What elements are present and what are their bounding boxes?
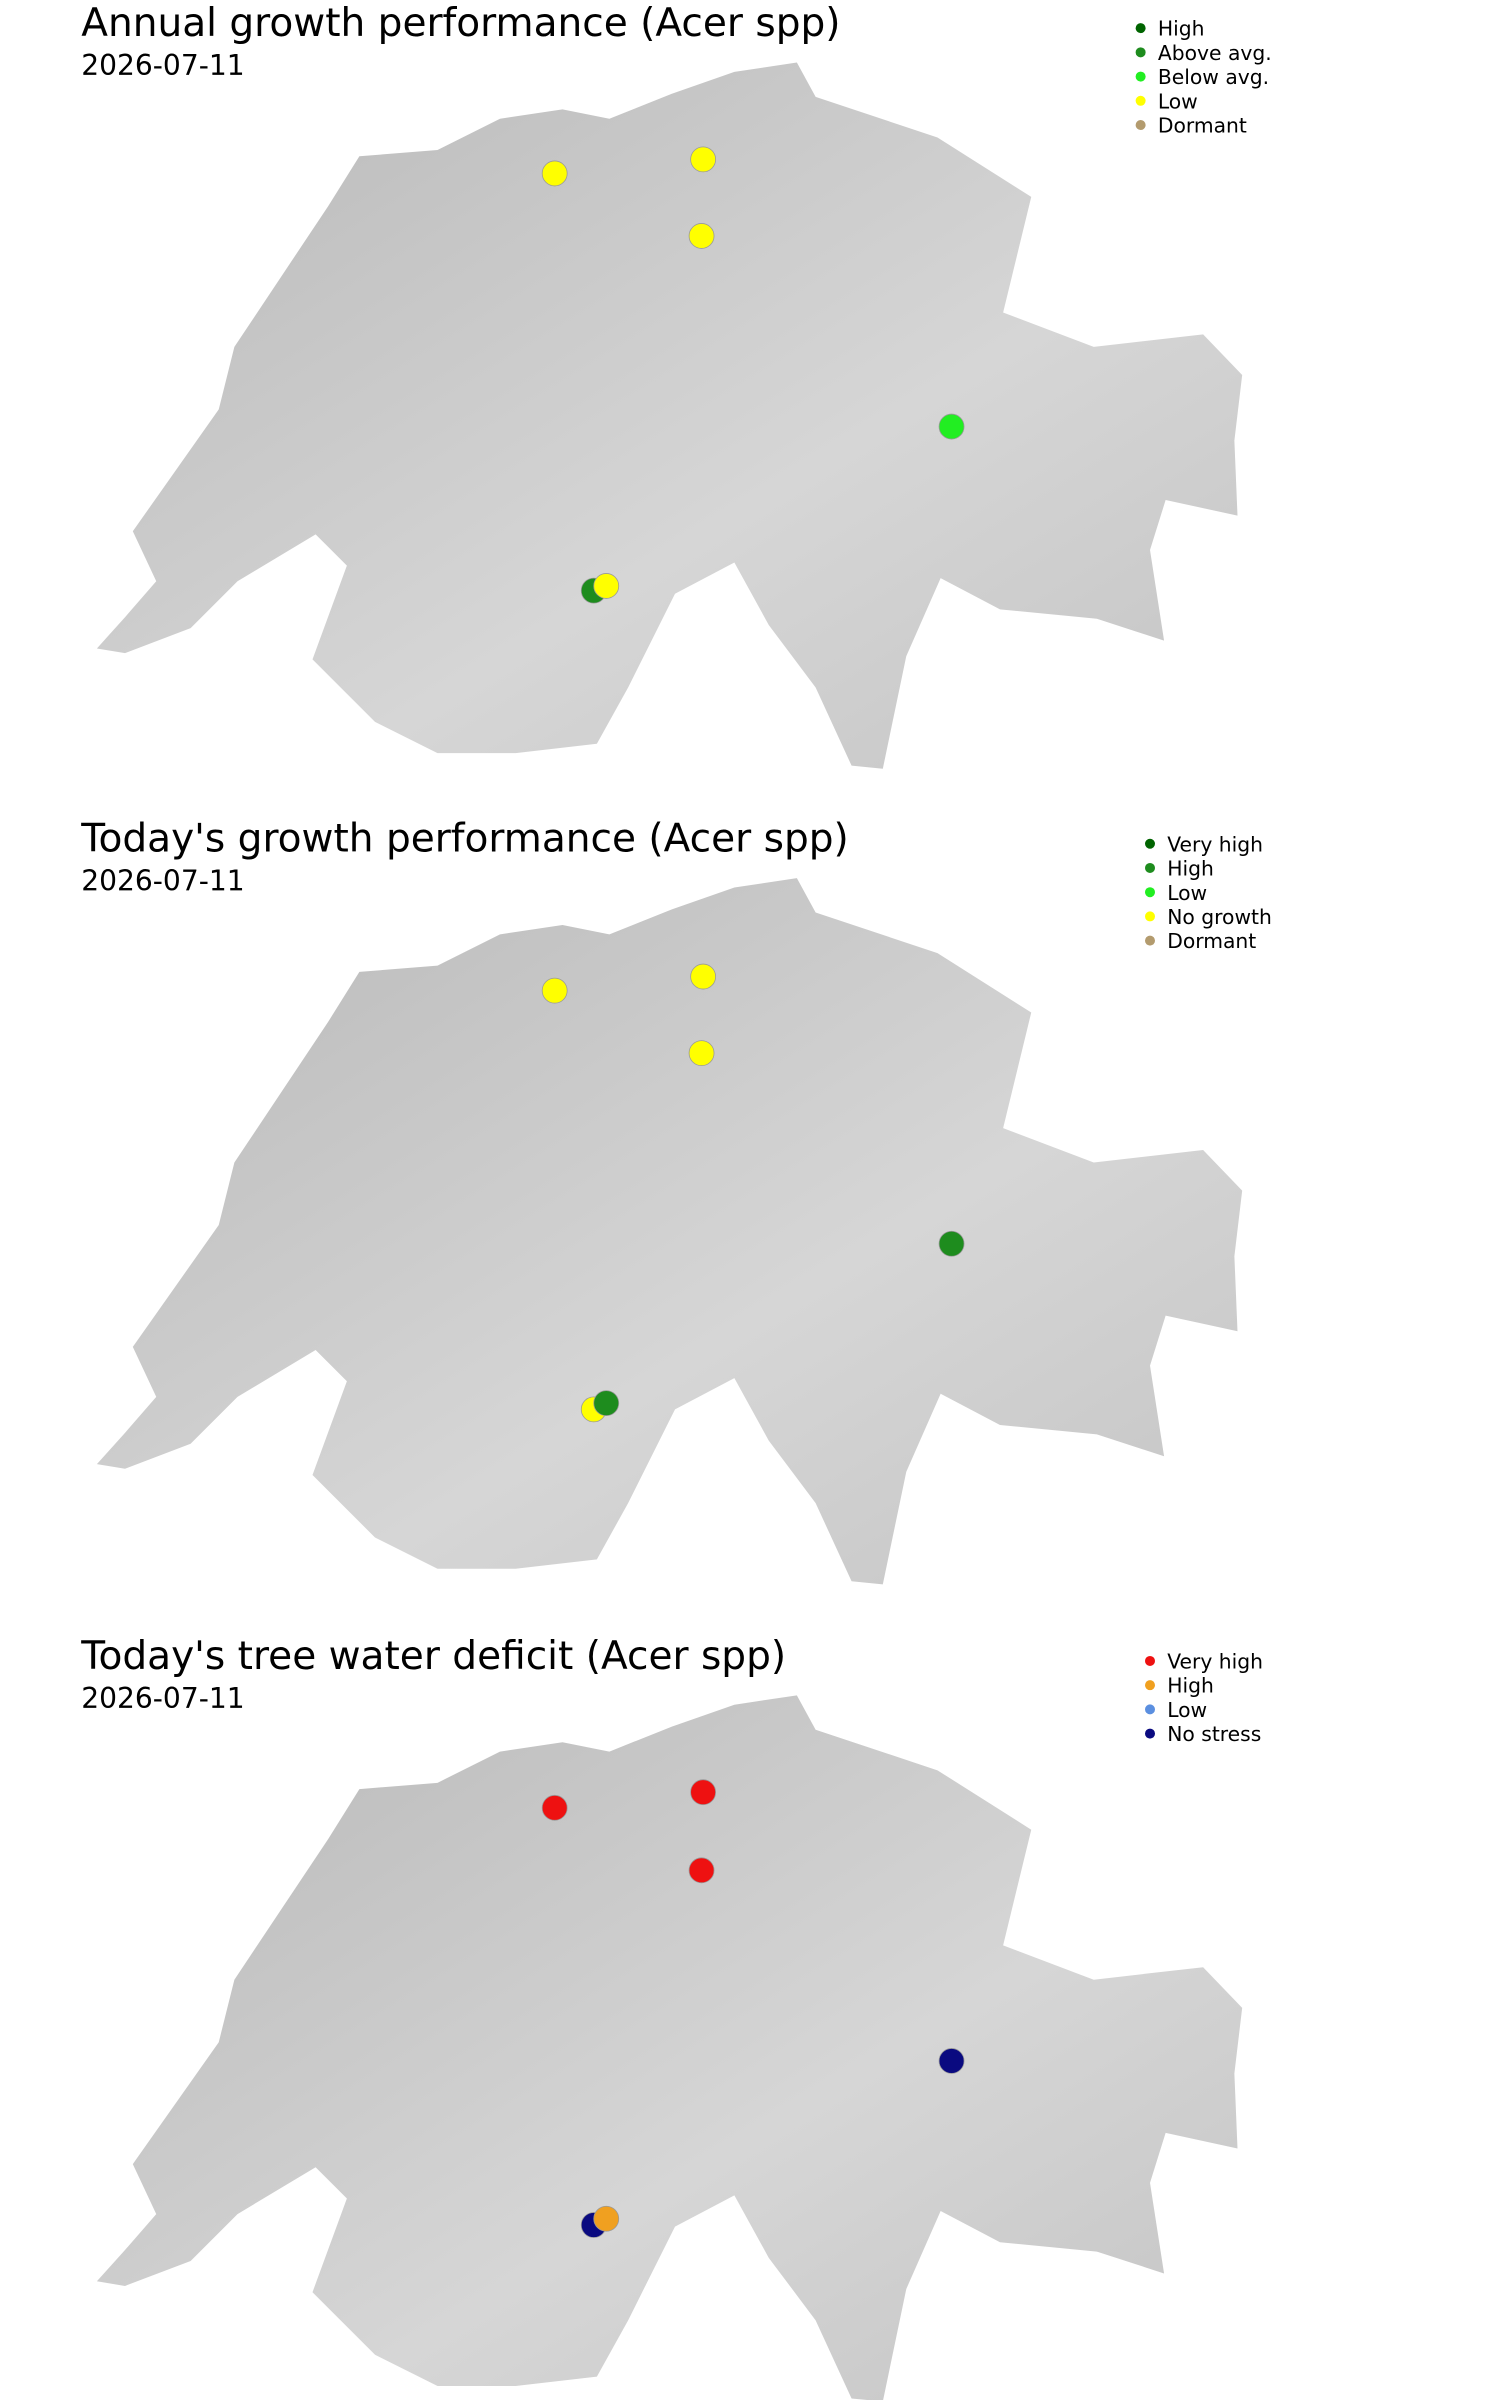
legend-label: Below avg. [1158,65,1269,89]
legend-label: Dormant [1158,114,1247,138]
legend-label: No stress [1167,1722,1261,1746]
site [938,2048,965,2074]
legend-key [1145,1655,1155,1666]
site [690,146,717,173]
legend-label: Very high [1167,1650,1263,1674]
legend-label: No growth [1167,905,1272,929]
panel-title: Today's tree water deficit (Acer spp) [80,1634,786,1679]
legend-key [1145,862,1155,873]
panel: Today's growth performance (Acer spp) 20… [80,817,1272,1585]
legend-key [1145,887,1155,898]
legend-key [1135,95,1146,106]
site [938,413,965,440]
legend-key [1135,120,1146,130]
legend-label: Dormant [1167,929,1256,953]
site [593,573,620,599]
map-outline [96,1695,1243,2400]
legend-label: High [1167,1674,1214,1698]
legend-label: Very high [1167,832,1263,856]
site [688,1040,715,1067]
site [690,1779,717,1806]
legend-label: Low [1158,89,1198,113]
panel-date: 2026-07-11 [81,1682,244,1715]
site [593,1390,620,1417]
legend-key [1145,838,1155,849]
legend-label: Low [1167,1698,1207,1722]
legend-key [1145,1680,1155,1691]
site [541,1794,568,1821]
map-outline [96,878,1243,1585]
map-outline [96,62,1243,769]
legend-key [1145,935,1155,946]
legend-label: Above avg. [1158,41,1272,65]
panel-date: 2026-07-11 [81,49,244,82]
legend-key [1145,1704,1155,1715]
legend-label: Low [1167,881,1207,905]
legend-key [1145,1728,1155,1739]
legend-label: High [1167,857,1214,881]
panel: Today's tree water deficit (Acer spp) 20… [80,1634,1263,2400]
site [688,1857,715,1884]
site [541,160,568,187]
site [541,977,568,1004]
legend-key [1135,47,1146,58]
panel-date: 2026-07-11 [81,865,244,898]
legend-key [1145,911,1155,922]
panel: Annual growth performance (Acer spp) 202… [81,1,1272,769]
site [938,1230,965,1257]
site [690,963,717,990]
site [593,2205,620,2232]
legend-key [1135,23,1146,34]
panel-title: Annual growth performance (Acer spp) [81,1,840,46]
legend-label: High [1158,17,1205,41]
site [688,223,715,249]
panel-title: Today's growth performance (Acer spp) [80,817,849,862]
legend-key [1135,71,1146,82]
